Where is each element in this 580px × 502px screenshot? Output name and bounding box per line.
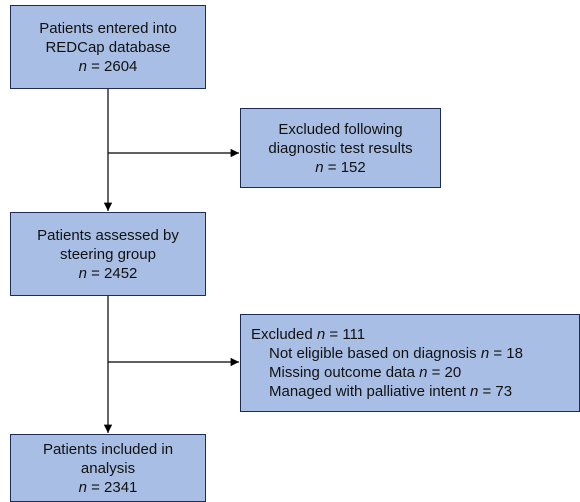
- node-text: diagnostic test results: [268, 139, 413, 157]
- node-text: analysis: [80, 459, 136, 477]
- node-box: Patients entered into REDCap database n = …: [10, 5, 206, 89]
- node-text: Excluded following: [278, 120, 403, 138]
- node-box: Patients included in analysis n = 2341: [10, 434, 206, 502]
- node-text: steering group: [60, 245, 156, 263]
- node-text: n = 2452: [78, 264, 138, 282]
- node-text: Excluded n = 111: [251, 326, 366, 343]
- node-box: Excluded following diagnostic test result…: [240, 108, 441, 188]
- node-text: n = 152: [315, 158, 366, 176]
- node-text: Patients included in: [42, 440, 174, 458]
- node-text: n = 2604: [78, 57, 138, 75]
- node-box: Excluded n = 111 Not eligible based on di…: [240, 314, 580, 412]
- node-text: Patients entered into: [39, 19, 177, 37]
- node-text: Managed with palliative intent n = 73: [269, 383, 513, 400]
- node-text: REDCap database: [45, 38, 171, 56]
- node-text: Not eligible based on diagnosis n = 18: [269, 345, 523, 362]
- node-text: n = 2341: [78, 478, 138, 496]
- node-text: Missing outcome data n = 20: [269, 364, 462, 381]
- node-text: Patients assessed by: [37, 226, 179, 244]
- node-box: Patients assessed by steering group n = 24…: [10, 212, 206, 296]
